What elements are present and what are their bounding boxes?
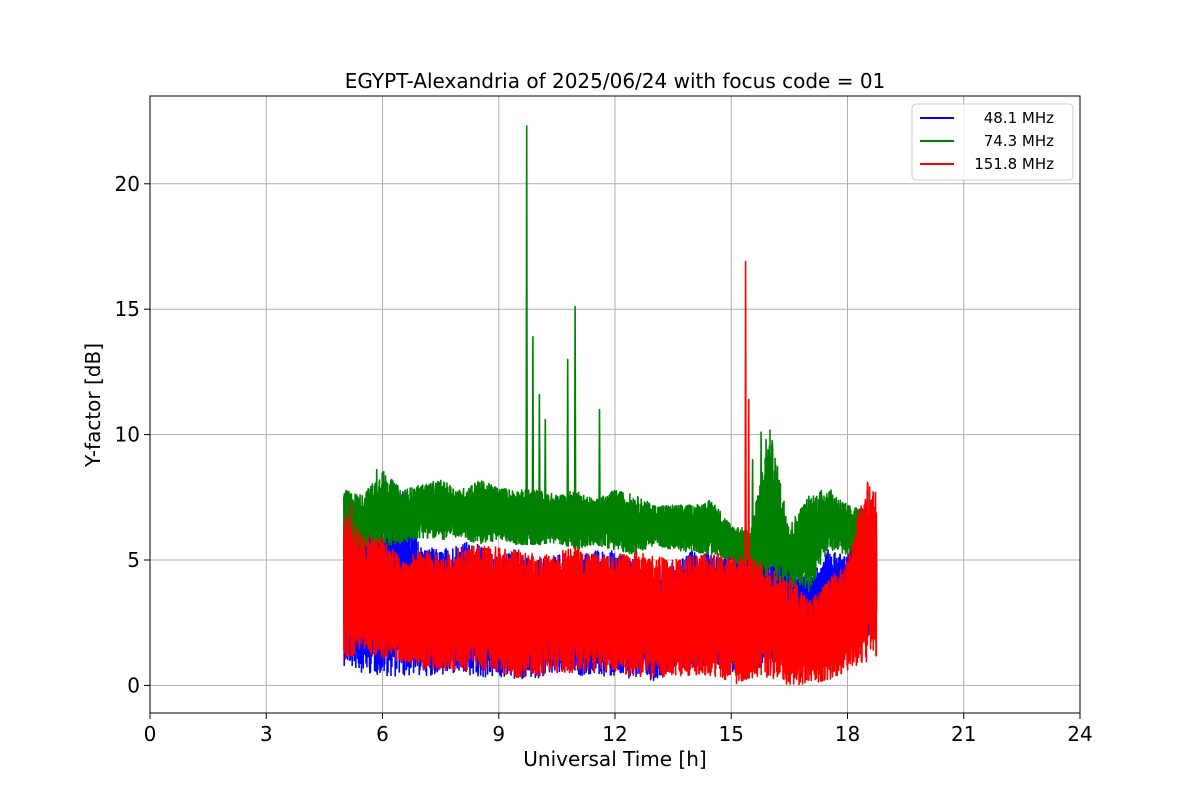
x-tick-label: 21 (951, 722, 976, 746)
series-line (343, 125, 868, 592)
y-tick-label: 0 (127, 673, 140, 697)
y-tick-label: 10 (115, 423, 140, 447)
x-tick-label: 0 (144, 722, 157, 746)
ticks: 0 3 6 9 12 15 18 21 24 0 5 10 15 20 (115, 172, 1093, 746)
x-tick-label: 3 (260, 722, 273, 746)
series-layer (343, 125, 878, 686)
y-axis-label: Y-factor [dB] (81, 343, 105, 468)
x-tick-label: 18 (835, 722, 860, 746)
legend: 48.1 MHz 74.3 MHz 151.8 MHz (911, 103, 1074, 181)
legend-box (911, 103, 1074, 181)
legend-label: 151.8 MHz (974, 155, 1054, 173)
x-tick-label: 15 (719, 722, 744, 746)
y-tick-label: 20 (115, 172, 140, 196)
x-tick-label: 9 (492, 722, 505, 746)
y-tick-label: 5 (127, 548, 140, 572)
x-tick-label: 12 (602, 722, 627, 746)
x-tick-label: 6 (376, 722, 389, 746)
legend-label: 74.3 MHz (984, 132, 1054, 150)
series-74-3-mhz (343, 125, 868, 592)
y-tick-label: 15 (115, 297, 140, 321)
series-151-8-mhz (343, 260, 878, 686)
series-line (343, 260, 878, 686)
chart-title: EGYPT-Alexandria of 2025/06/24 with focu… (345, 69, 886, 93)
x-axis-label: Universal Time [h] (523, 747, 706, 771)
x-tick-label: 24 (1067, 722, 1092, 746)
legend-label: 48.1 MHz (984, 109, 1054, 127)
